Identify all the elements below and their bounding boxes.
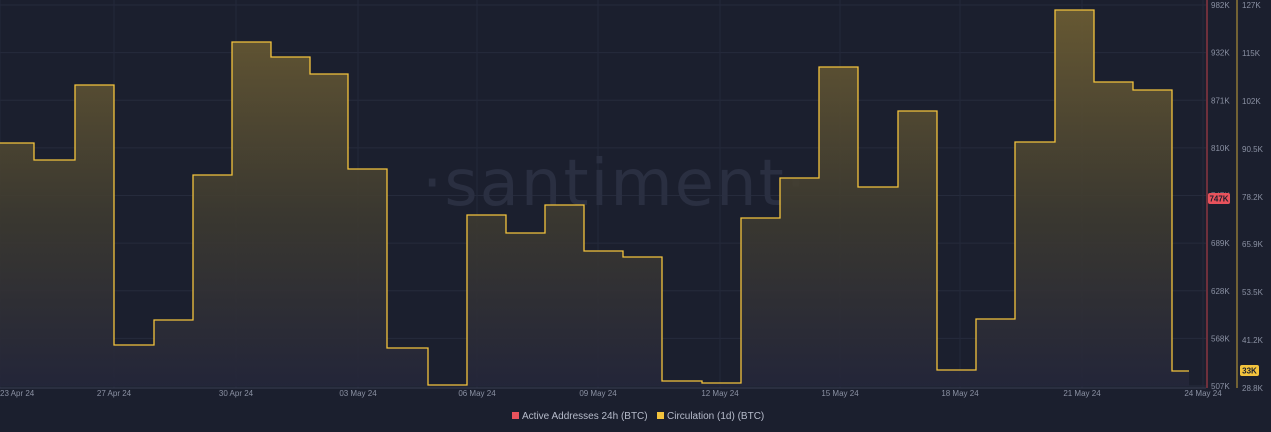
x-axis-ticks: 23 Apr 24 27 Apr 24 30 Apr 24 03 May 24 06 M… — [0, 389, 1222, 398]
active-addresses-current-value: 747K — [1209, 195, 1228, 204]
left-axis-tick-label: 568K — [1211, 334, 1230, 343]
right-axis-tick-label: 115K — [1242, 49, 1261, 58]
x-tick-label: 27 Apr 24 — [97, 389, 132, 398]
circulation-series — [0, 9, 1189, 386]
left-axis-tick-label: 689K — [1211, 239, 1230, 248]
legend-swatch-circulation — [657, 412, 664, 419]
circulation-current-value: 33K — [1242, 367, 1257, 376]
legend-item-circulation[interactable]: Circulation (1d) (BTC) — [657, 411, 764, 422]
right-axis-tick-label: 53.5K — [1242, 288, 1264, 297]
left-axis-tick-label: 628K — [1211, 287, 1230, 296]
x-tick-label: 03 May 24 — [339, 389, 377, 398]
left-axis-tick-label: 982K — [1211, 1, 1230, 10]
circulation-line — [0, 9, 1189, 386]
x-tick-label: 09 May 24 — [579, 389, 617, 398]
x-tick-label: 21 May 24 — [1063, 389, 1101, 398]
left-axis-tick-label: 810K — [1211, 144, 1230, 153]
x-tick-label: 23 Apr 24 — [0, 389, 35, 398]
right-axis-tick-label: 28.8K — [1242, 384, 1264, 393]
circulation-current-badge: 33K — [1240, 365, 1259, 376]
x-tick-label: 18 May 24 — [941, 389, 979, 398]
legend: Active Addresses 24h (BTC) Circulation (… — [512, 411, 764, 422]
right-axis-tick-label: 127K — [1242, 1, 1261, 10]
x-tick-label: 06 May 24 — [458, 389, 496, 398]
right-axis-ticks: 127K 115K 102K 90.5K 78.2K 65.9K 53.5K 41.2K 28.… — [1242, 1, 1264, 393]
right-axis-tick-label: 65.9K — [1242, 240, 1264, 249]
x-tick-label: 12 May 24 — [701, 389, 739, 398]
left-axis-tick-label: 932K — [1211, 49, 1230, 58]
circulation-area — [0, 10, 1189, 386]
legend-label-circulation: Circulation (1d) (BTC) — [667, 411, 764, 422]
santiment-watermark: ·santiment· — [422, 147, 808, 221]
active-addresses-current-badge: 747K — [1208, 193, 1230, 204]
left-axis-tick-label: 507K — [1211, 382, 1230, 391]
left-axis-tick-label: 871K — [1211, 96, 1230, 105]
right-axis-tick-label: 78.2K — [1242, 193, 1264, 202]
right-axis-tick-label: 41.2K — [1242, 336, 1264, 345]
x-tick-label: 15 May 24 — [821, 389, 859, 398]
right-axis-tick-label: 90.5K — [1242, 145, 1264, 154]
right-axis-tick-label: 102K — [1242, 97, 1261, 106]
x-tick-label: 30 Apr 24 — [219, 389, 254, 398]
legend-item-active-addresses[interactable]: Active Addresses 24h (BTC) — [512, 411, 648, 422]
x-tick-label: 24 May 24 — [1184, 389, 1222, 398]
legend-swatch-active-addresses — [512, 412, 519, 419]
legend-label-active-addresses: Active Addresses 24h (BTC) — [522, 411, 648, 422]
